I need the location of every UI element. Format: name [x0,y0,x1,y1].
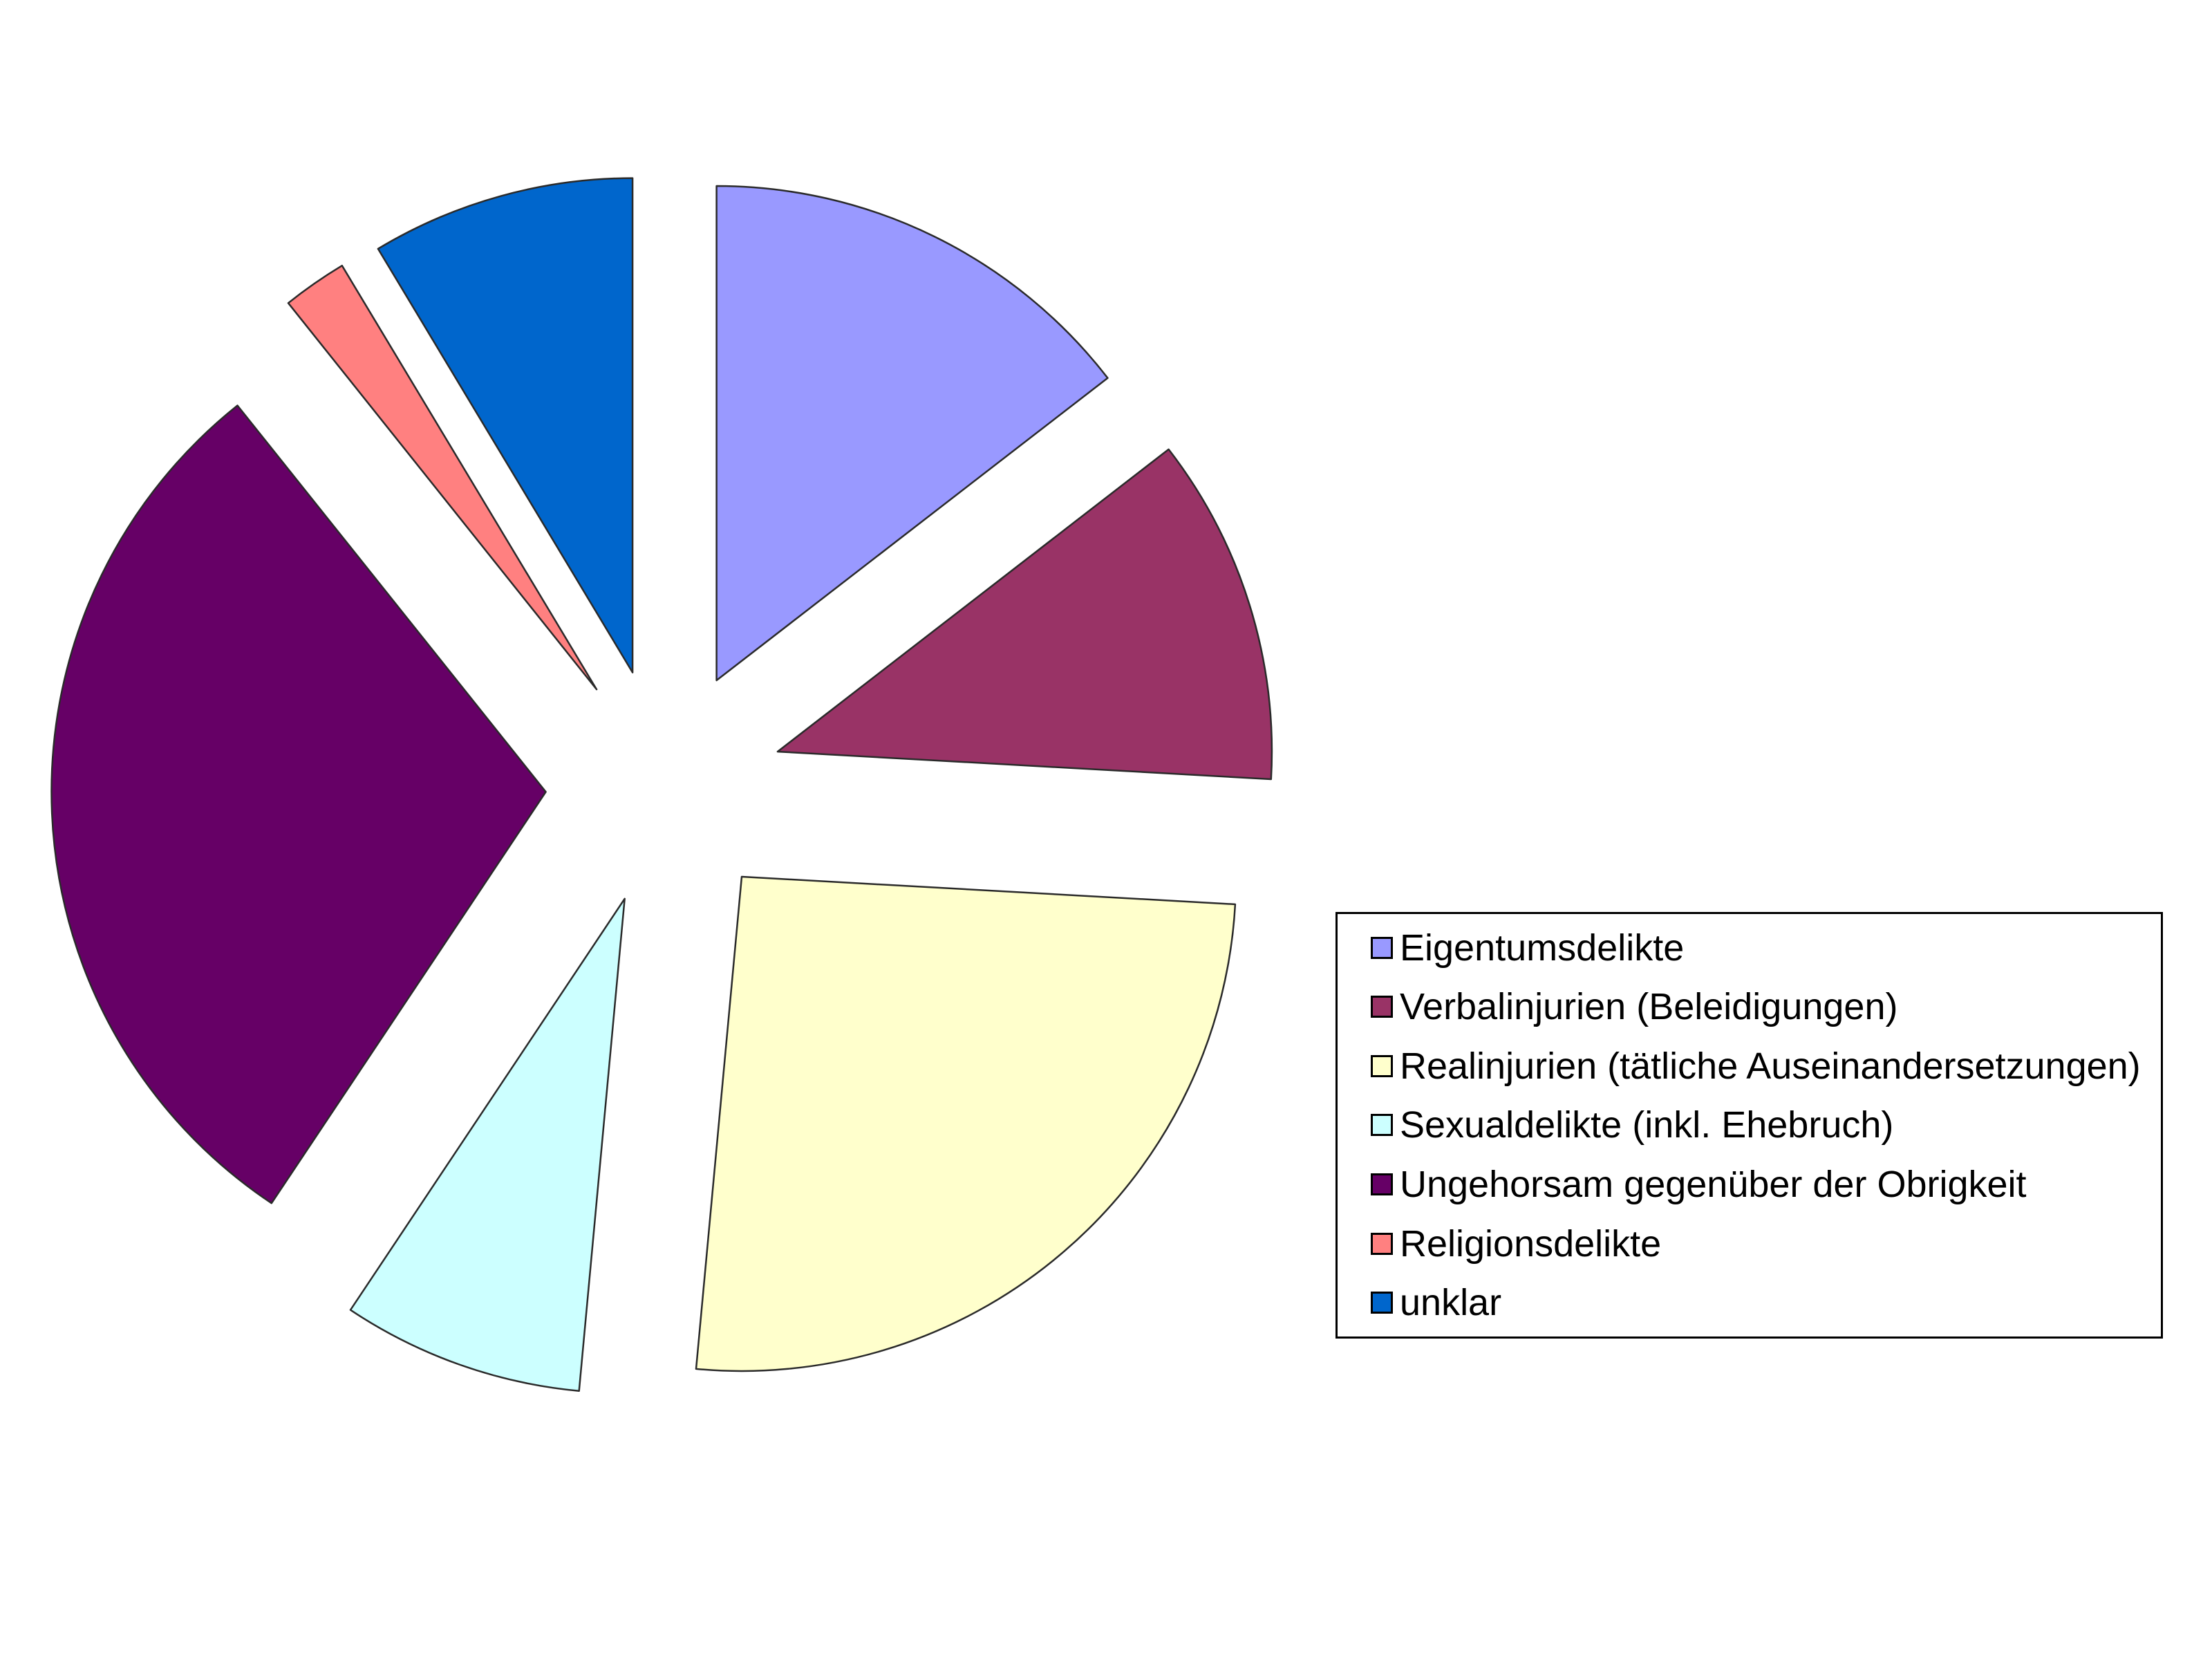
legend-swatch-icon [1371,1114,1393,1137]
legend-swatch-icon [1371,1292,1393,1314]
legend-label: Verbalinjurien (Beleidigungen) [1400,986,1898,1028]
legend-label: Realinjurien (tätliche Auseinandersetzun… [1400,1045,2141,1087]
legend-swatch-icon [1371,996,1393,1018]
pie-slice-religionsdelikte[interactable] [287,264,598,691]
legend-label: Religionsdelikte [1400,1222,1662,1265]
legend-label: Eigentumsdelikte [1400,926,1685,969]
legend-swatch-icon [1371,1054,1393,1077]
legend-label: Ungehorsam gegenüber der Obrigkeit [1400,1164,2027,1206]
legend-swatch-icon [1371,1232,1393,1255]
legend-label: unklar [1400,1282,1502,1324]
pie-slices [50,177,1273,1392]
pie-slice-realinjurien-tatliche-auseinandersetzungen[interactable] [695,875,1237,1372]
pie-slice-verbalinjurien-beleidigungen[interactable] [776,448,1273,781]
legend-item-verbalinjurien-beleidigungen[interactable]: Verbalinjurien (Beleidigungen) [1338,988,2161,1025]
legend: Eigentumsdelikte Verbalinjurien (Beleidig… [1335,912,2163,1339]
legend-item-realinjurien-tatliche-auseinandersetzungen[interactable]: Realinjurien (tätliche Auseinandersetzun… [1338,1047,2161,1085]
pie-slice-eigentumsdelikte[interactable] [715,185,1109,682]
legend-item-ungehorsam-gegenuber-der-obrigkeit[interactable]: Ungehorsam gegenüber der Obrigkeit [1338,1166,2161,1203]
pie-slice-ungehorsam-gegenuber-der-obrigkeit[interactable] [50,404,547,1204]
pie-slice-sexualdelikte-inkl-ehebruch[interactable] [349,897,626,1392]
legend-item-sexualdelikte-inkl-ehebruch[interactable]: Sexualdelikte (inkl. Ehebruch) [1338,1106,2161,1144]
legend-label: Sexualdelikte (inkl. Ehebruch) [1400,1104,1894,1146]
legend-swatch-icon [1371,936,1393,959]
legend-item-eigentumsdelikte[interactable]: Eigentumsdelikte [1338,929,2161,967]
pie-slice-unklar[interactable] [377,177,634,673]
legend-item-religionsdelikte[interactable]: Religionsdelikte [1338,1225,2161,1263]
legend-item-unklar[interactable]: unklar [1338,1284,2161,1321]
legend-swatch-icon [1371,1173,1393,1196]
